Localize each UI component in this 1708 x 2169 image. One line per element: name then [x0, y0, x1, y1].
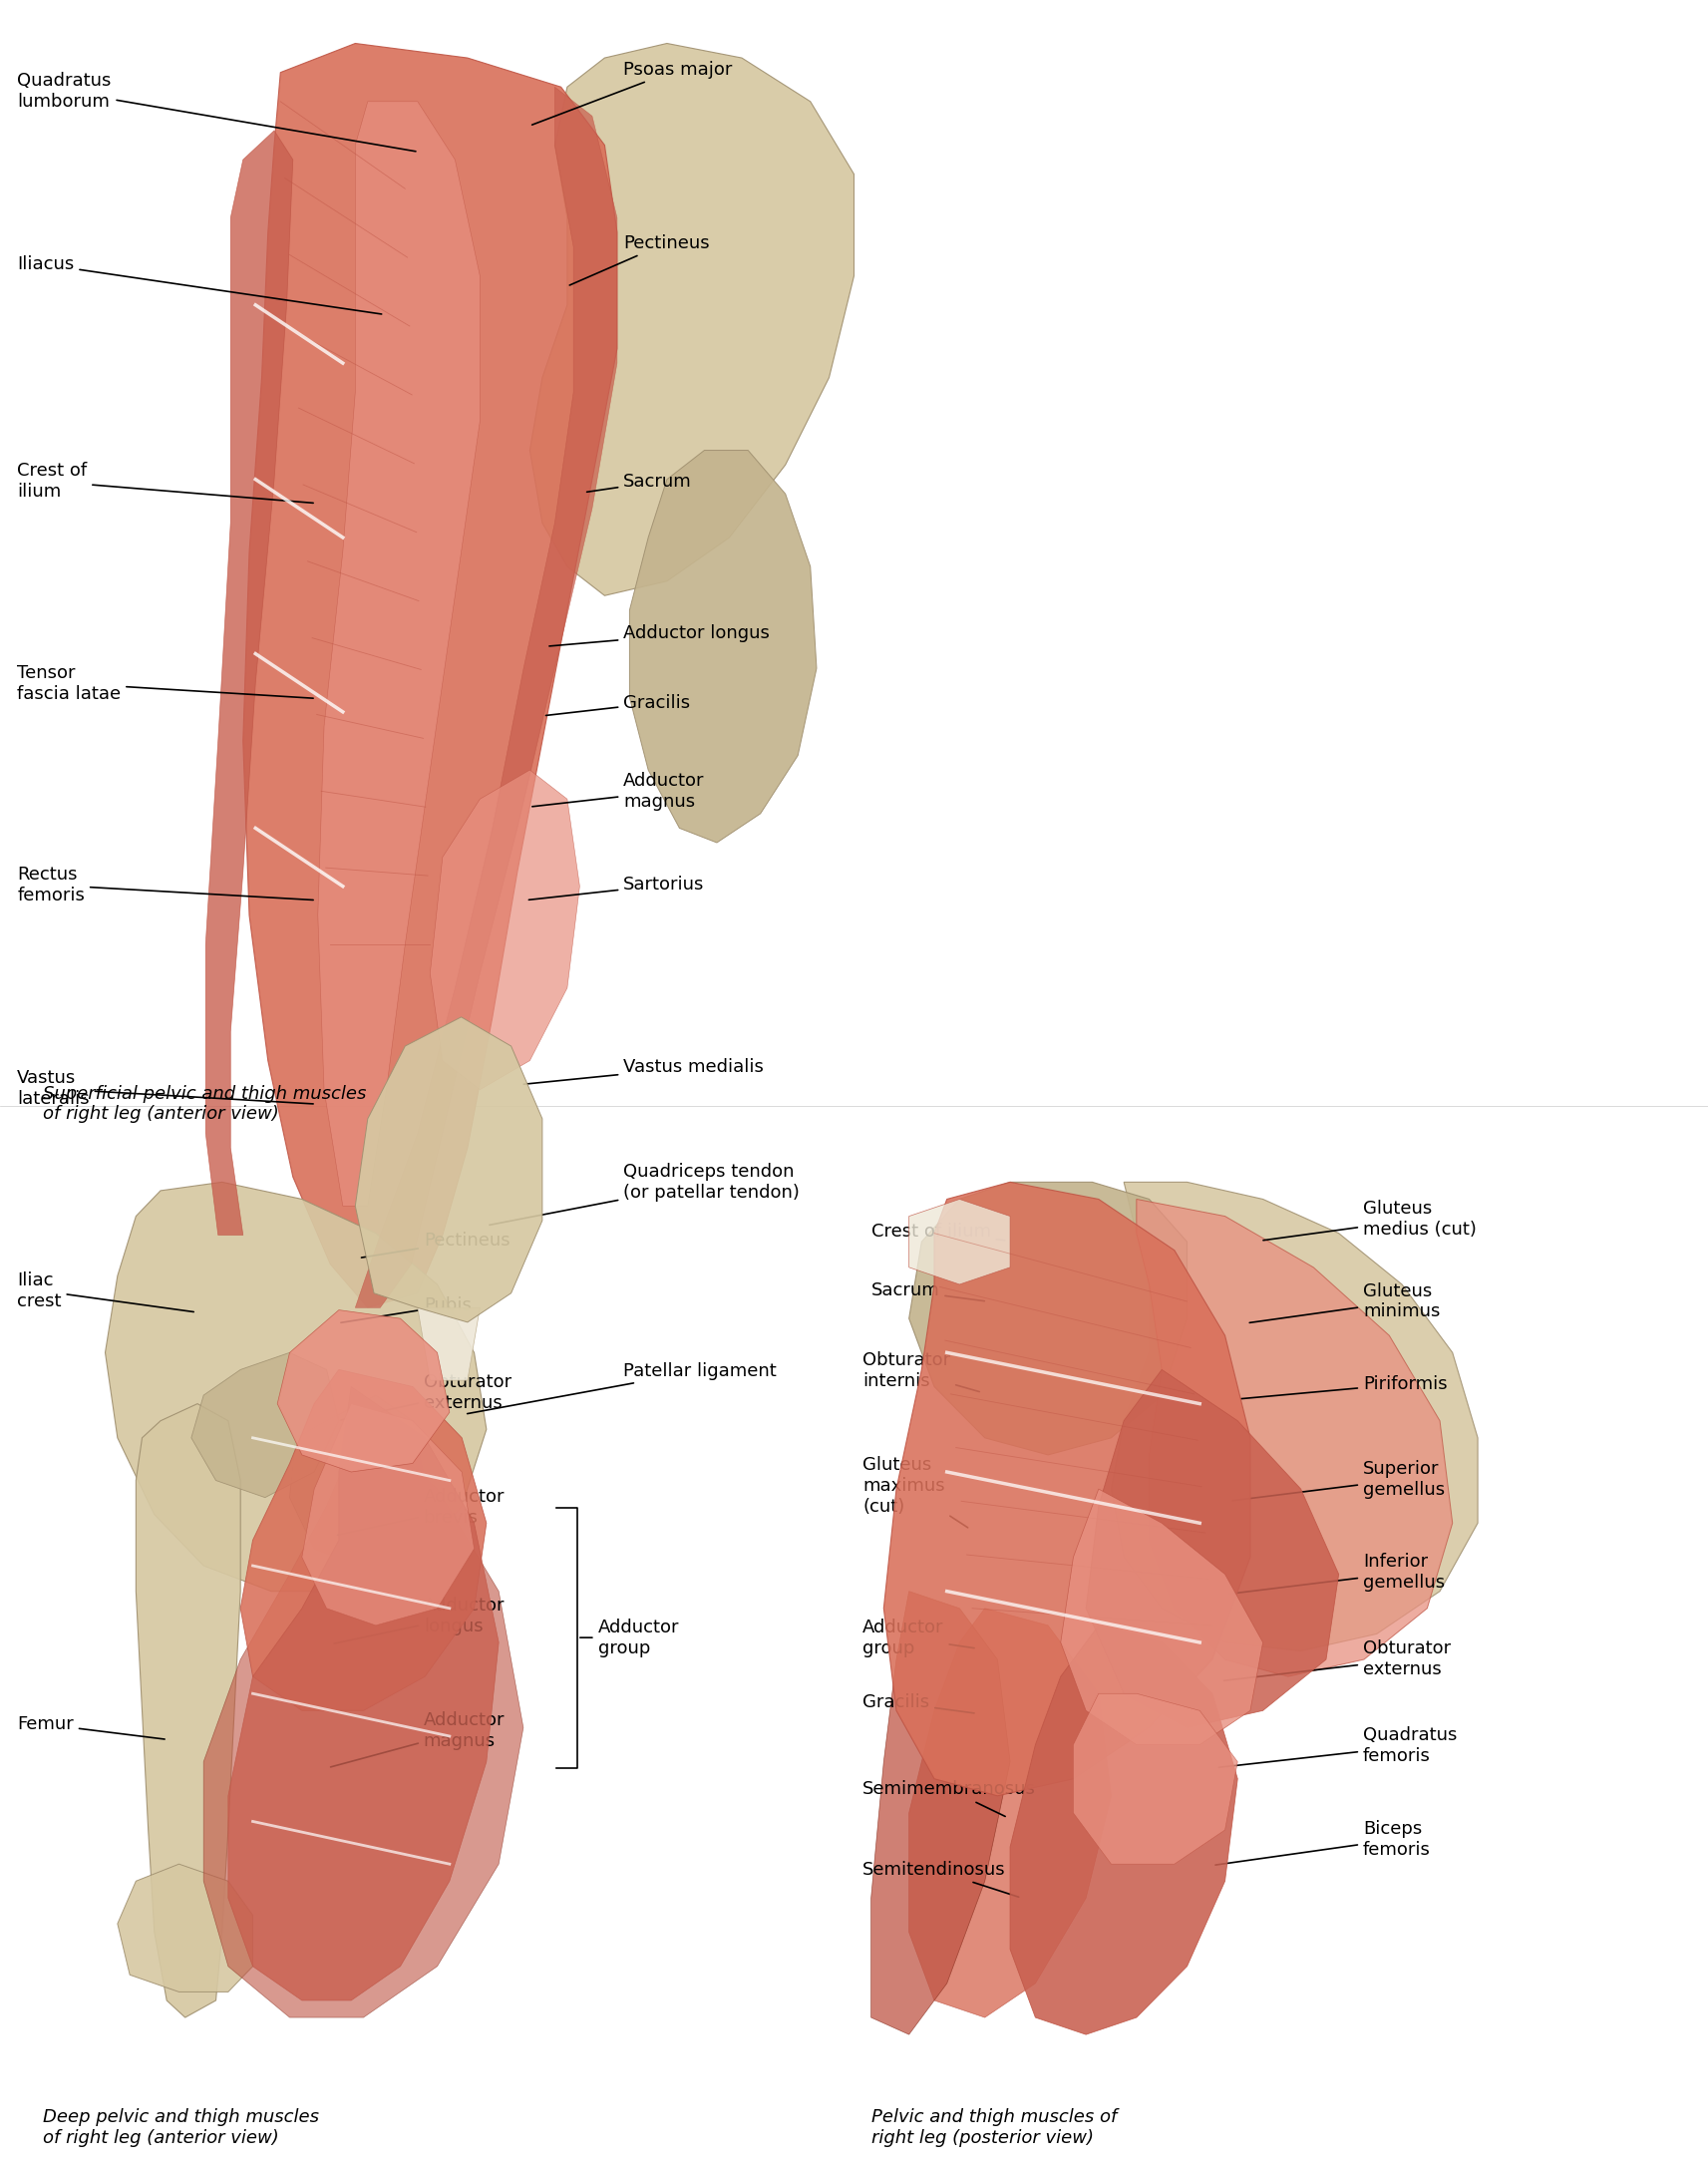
Polygon shape — [909, 1609, 1112, 2017]
Text: Biceps
femoris: Biceps femoris — [1216, 1820, 1431, 1865]
Text: Sacrum: Sacrum — [871, 1282, 984, 1301]
Text: Adductor longus: Adductor longus — [550, 625, 770, 646]
Text: Iliac
crest: Iliac crest — [17, 1271, 193, 1312]
Polygon shape — [241, 1369, 487, 1711]
Text: Semitendinosus: Semitendinosus — [863, 1861, 1018, 1898]
Text: Pubis: Pubis — [342, 1297, 471, 1323]
Text: Adductor
longus: Adductor longus — [335, 1596, 506, 1644]
Polygon shape — [871, 1592, 1009, 2035]
Text: Adductor
group: Adductor group — [581, 1618, 680, 1657]
Polygon shape — [290, 1395, 425, 1566]
Text: Crest of
ilium: Crest of ilium — [17, 462, 313, 503]
Text: Adductor
group: Adductor group — [863, 1618, 974, 1657]
Text: Gluteus
minimus: Gluteus minimus — [1250, 1282, 1440, 1323]
Text: Femur: Femur — [17, 1716, 164, 1740]
Polygon shape — [137, 1403, 241, 2017]
Polygon shape — [205, 130, 294, 1234]
Text: Adductor
brevis: Adductor brevis — [338, 1488, 506, 1536]
Text: Piriformis: Piriformis — [1242, 1375, 1447, 1399]
Text: Superficial pelvic and thigh muscles
of right leg (anterior view): Superficial pelvic and thigh muscles of … — [43, 1084, 366, 1124]
Text: Obturator
internis: Obturator internis — [863, 1351, 979, 1392]
Text: Pectineus: Pectineus — [569, 234, 711, 284]
Text: Vastus medialis: Vastus medialis — [524, 1058, 763, 1084]
Text: Gracilis: Gracilis — [863, 1694, 974, 1714]
Polygon shape — [318, 102, 480, 1206]
Polygon shape — [1086, 1369, 1339, 1729]
Polygon shape — [529, 43, 854, 596]
Text: Crest of ilium: Crest of ilium — [871, 1223, 1004, 1241]
Text: Semimembranosus: Semimembranosus — [863, 1781, 1037, 1815]
Polygon shape — [1112, 1182, 1477, 1651]
Text: Obturator
externus: Obturator externus — [1225, 1640, 1450, 1681]
Text: Inferior
gemellus: Inferior gemellus — [1230, 1553, 1445, 1594]
Polygon shape — [1009, 1625, 1238, 2035]
Text: Vastus
lateralis: Vastus lateralis — [17, 1069, 313, 1108]
Text: Superior
gemellus: Superior gemellus — [1233, 1460, 1445, 1501]
Text: Adductor
magnus: Adductor magnus — [331, 1711, 506, 1768]
Text: Gluteus
maximus
(cut): Gluteus maximus (cut) — [863, 1455, 968, 1527]
Text: Pectineus: Pectineus — [362, 1232, 511, 1258]
Text: Patellar ligament: Patellar ligament — [468, 1362, 777, 1414]
Polygon shape — [106, 1182, 487, 1592]
Polygon shape — [418, 1308, 480, 1379]
Text: Sacrum: Sacrum — [588, 473, 692, 492]
Polygon shape — [909, 1199, 1009, 1284]
Polygon shape — [203, 1421, 523, 2017]
Text: Obturator
externus: Obturator externus — [342, 1373, 511, 1421]
Text: Gracilis: Gracilis — [547, 694, 690, 716]
Polygon shape — [909, 1182, 1187, 1455]
Polygon shape — [277, 1310, 449, 1473]
Text: Quadratus
femoris: Quadratus femoris — [1220, 1727, 1457, 1768]
Text: Quadriceps tendon
(or patellar tendon): Quadriceps tendon (or patellar tendon) — [490, 1163, 799, 1225]
Polygon shape — [1136, 1199, 1452, 1677]
Polygon shape — [243, 43, 617, 1308]
Text: Sartorius: Sartorius — [529, 876, 705, 900]
Polygon shape — [430, 770, 579, 1089]
Polygon shape — [302, 1403, 475, 1625]
Text: Adductor
magnus: Adductor magnus — [533, 772, 705, 811]
Polygon shape — [883, 1182, 1250, 1796]
Polygon shape — [191, 1353, 338, 1497]
Polygon shape — [229, 1386, 499, 2000]
Text: Iliacus: Iliacus — [17, 256, 381, 315]
Polygon shape — [1061, 1488, 1262, 1744]
Text: Gluteus
medius (cut): Gluteus medius (cut) — [1264, 1199, 1476, 1241]
Polygon shape — [1073, 1694, 1238, 1863]
Text: Deep pelvic and thigh muscles
of right leg (anterior view): Deep pelvic and thigh muscles of right l… — [43, 2108, 319, 2147]
Text: Quadratus
lumborum: Quadratus lumborum — [17, 72, 415, 152]
Polygon shape — [630, 451, 816, 844]
Text: Rectus
femoris: Rectus femoris — [17, 865, 313, 904]
Text: Psoas major: Psoas major — [533, 61, 733, 126]
Polygon shape — [355, 87, 617, 1308]
Polygon shape — [355, 1017, 543, 1323]
Text: Pelvic and thigh muscles of
right leg (posterior view): Pelvic and thigh muscles of right leg (p… — [871, 2108, 1117, 2147]
Polygon shape — [118, 1863, 253, 1991]
Text: Tensor
fascia latae: Tensor fascia latae — [17, 664, 313, 703]
